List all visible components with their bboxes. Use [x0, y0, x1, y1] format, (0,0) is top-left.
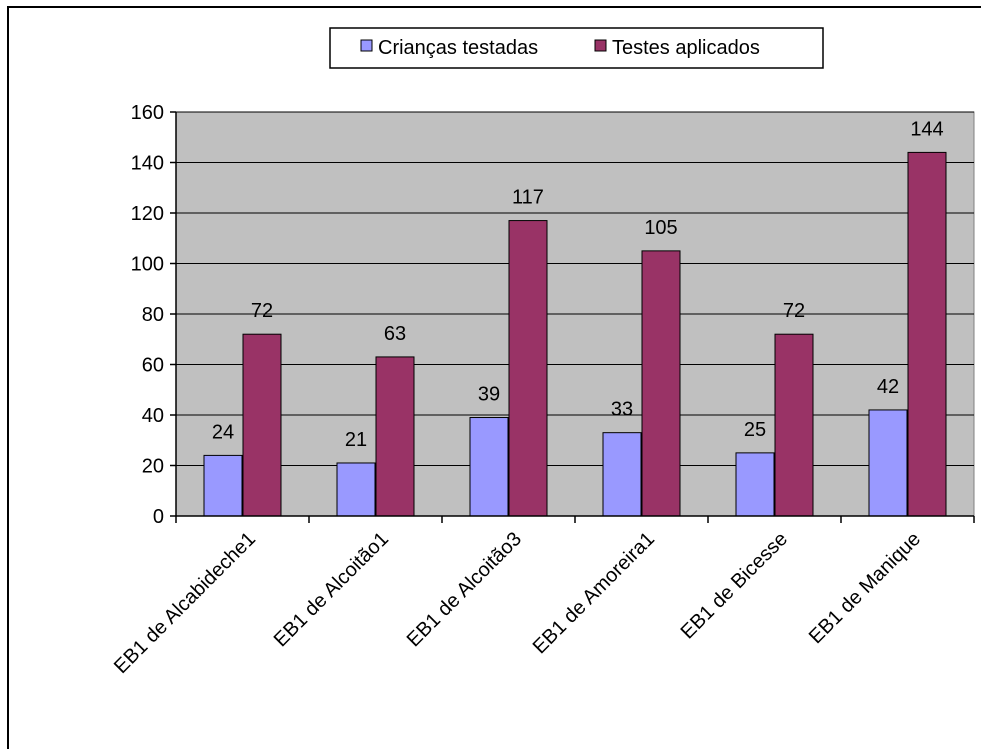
y-tick-label: 160: [131, 102, 164, 124]
data-label: 144: [910, 118, 943, 140]
bar: [907, 151, 947, 517]
data-label: 105: [644, 217, 677, 239]
data-label: 117: [512, 187, 544, 209]
legend-label: Testes aplicados: [612, 37, 760, 59]
bar: [242, 333, 282, 517]
y-tick-label: 100: [131, 254, 164, 276]
bars: [203, 151, 947, 517]
bar: [868, 409, 908, 517]
data-labels: 24 72 21 63 39 117 33 105 25 72 42 144: [212, 118, 944, 451]
data-label: 72: [251, 300, 273, 322]
data-label: 63: [384, 323, 406, 345]
legend-box: [329, 27, 824, 69]
y-tick-label: 60: [142, 355, 164, 377]
legend-swatch: [360, 39, 373, 52]
bar: [203, 454, 243, 517]
data-label: 24: [212, 421, 234, 443]
legend-label: Crianças testadas: [378, 37, 538, 59]
bar: [735, 452, 775, 517]
data-label: 25: [744, 419, 766, 441]
y-tick-label: 0: [153, 506, 164, 528]
y-tick-label: 80: [142, 304, 164, 326]
y-tick-label: 140: [131, 153, 164, 175]
data-label: 42: [877, 376, 899, 398]
bar: [336, 462, 376, 517]
data-label: 33: [611, 399, 633, 421]
bar: [602, 432, 642, 517]
data-label: 39: [478, 384, 500, 406]
gridlines: [176, 111, 974, 466]
data-label: 72: [783, 300, 805, 322]
bar: [469, 417, 509, 517]
bar: [641, 250, 681, 517]
bar: [774, 333, 814, 517]
y-tick-label: 120: [131, 203, 164, 225]
y-tick-label: 20: [142, 456, 164, 478]
y-tick-label: 40: [142, 405, 164, 427]
bar: [508, 220, 548, 517]
data-label: 21: [345, 429, 367, 451]
legend: Crianças testadas Testes aplicados: [329, 27, 824, 69]
bar: [375, 356, 415, 517]
legend-swatch: [594, 39, 607, 52]
